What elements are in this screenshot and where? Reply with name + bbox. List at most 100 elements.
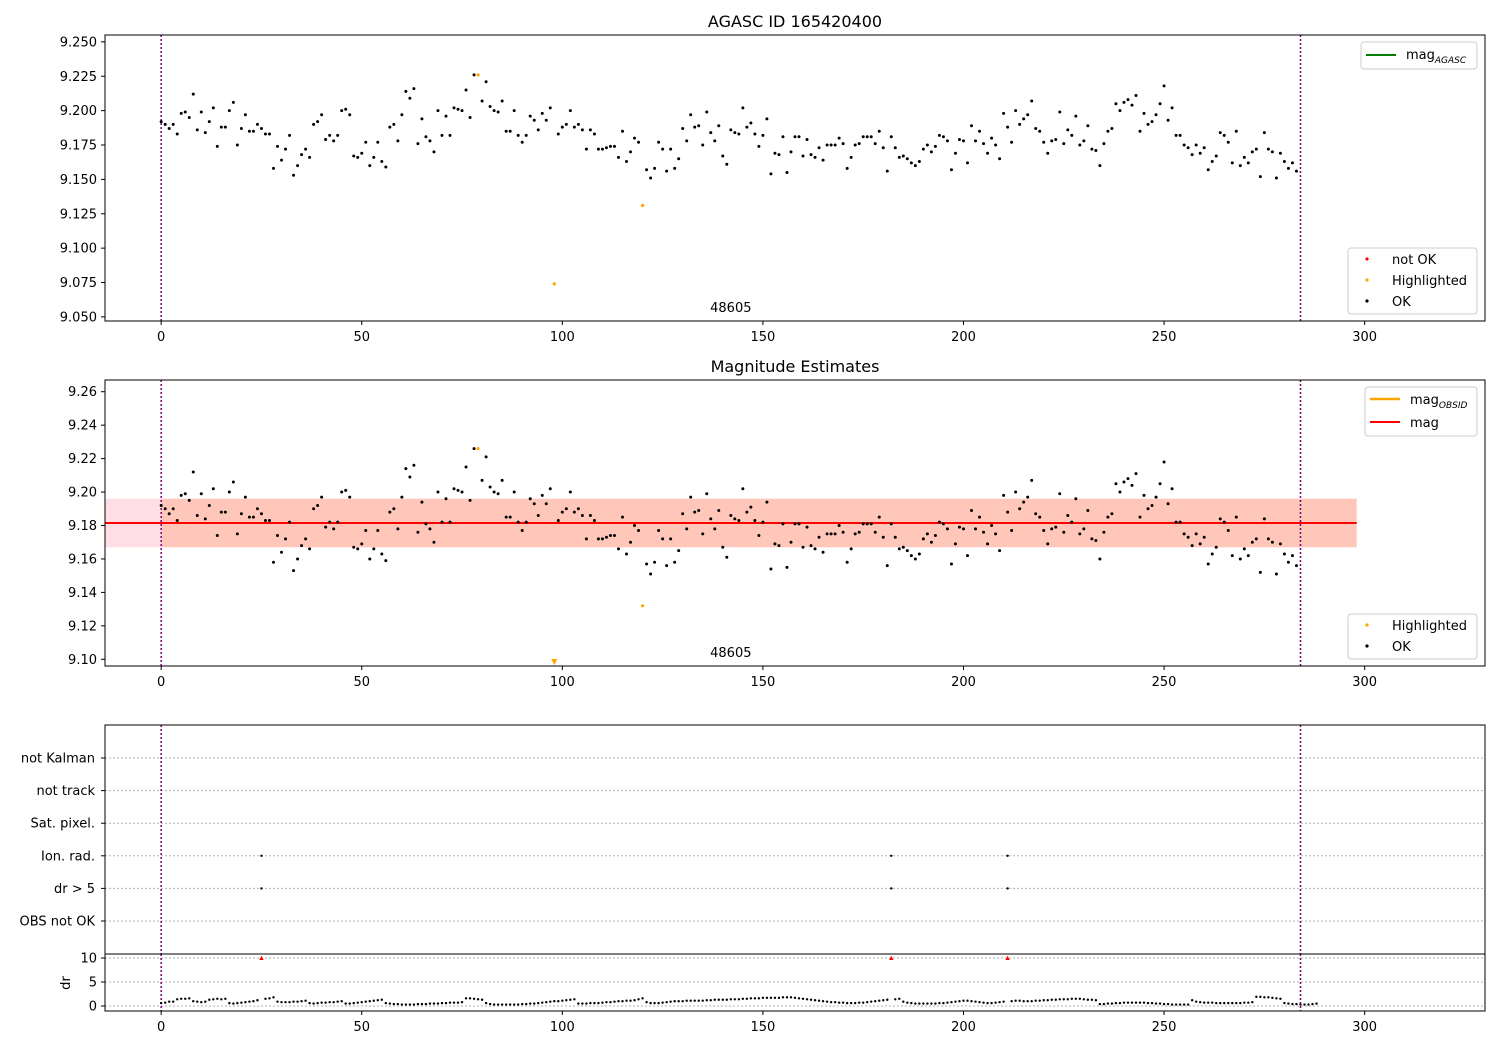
- ok-point: [215, 144, 219, 148]
- dr-point: [1239, 1001, 1242, 1005]
- ok-point: [633, 524, 637, 528]
- dr-point: [300, 1000, 303, 1003]
- ok-point: [1222, 520, 1226, 524]
- ok-point: [528, 114, 532, 118]
- dr-point: [1146, 1001, 1150, 1005]
- legend-not-ok-label: not OK: [1392, 253, 1437, 268]
- ok-point: [267, 518, 271, 522]
- ok-point: [1154, 495, 1158, 499]
- legend2-highlighted-marker: [1365, 623, 1369, 627]
- x-tick-label: 150: [750, 675, 775, 690]
- ok-point: [592, 132, 596, 136]
- dr-point: [288, 1000, 291, 1004]
- dr-point: [1182, 1003, 1186, 1006]
- dr-point: [533, 1002, 536, 1005]
- dr-point: [163, 1001, 167, 1004]
- ok-point: [1062, 530, 1066, 534]
- dr-point: [280, 1000, 283, 1004]
- y-tick-label: 9.175: [60, 139, 97, 154]
- ok-point: [564, 507, 568, 511]
- ok-point: [296, 164, 300, 168]
- dr-point: [866, 1000, 869, 1004]
- ok-point: [484, 455, 488, 459]
- ok-point: [825, 532, 829, 536]
- dr-point: [1231, 1001, 1234, 1005]
- dr-point: [1206, 1001, 1210, 1004]
- dr-point: [958, 1000, 961, 1003]
- ok-point: [1262, 517, 1266, 521]
- ok-point: [360, 542, 364, 546]
- ok-point: [1250, 540, 1254, 544]
- ok-point: [781, 522, 785, 526]
- y-tick-label: 9.200: [60, 104, 97, 119]
- ok-point: [328, 520, 332, 524]
- legend-not-ok-marker: [1365, 257, 1369, 261]
- dr-point: [1295, 1002, 1298, 1006]
- dr-point: [328, 1000, 331, 1004]
- ok-point: [384, 559, 388, 563]
- dr-point: [448, 1001, 452, 1004]
- ok-point: [1054, 525, 1058, 529]
- ok-point: [284, 147, 288, 151]
- ok-point: [1262, 131, 1266, 135]
- dr-point: [585, 1002, 588, 1005]
- dr-point: [500, 1003, 504, 1006]
- ok-point: [288, 133, 292, 137]
- dr-point: [749, 997, 753, 1000]
- ok-point: [604, 146, 608, 150]
- ok-point: [773, 542, 777, 546]
- legend-ok-label: OK: [1392, 295, 1411, 310]
- dr-point: [344, 1002, 347, 1005]
- highlighted-point: [476, 446, 480, 451]
- dr-point: [1307, 1003, 1310, 1006]
- ok-point: [729, 128, 733, 132]
- panel1-frame: [104, 34, 1486, 322]
- dr-point: [841, 1001, 845, 1004]
- dr-point: [1094, 999, 1098, 1002]
- ok-point: [1242, 155, 1246, 159]
- dr-point: [264, 997, 267, 1000]
- dr-point: [1058, 998, 1061, 1001]
- ok-point: [1182, 532, 1186, 536]
- dr-point: [440, 1001, 444, 1005]
- ok-point: [191, 92, 195, 96]
- dr-point: [757, 997, 761, 1000]
- ok-point: [512, 490, 516, 494]
- ok-point: [1058, 492, 1062, 496]
- ok-point: [881, 535, 885, 539]
- ok-point: [1090, 537, 1094, 541]
- ok-point: [380, 160, 384, 163]
- ok-point: [227, 109, 231, 113]
- x-tick-label: 50: [353, 675, 370, 690]
- ok-point: [540, 493, 544, 497]
- ok-point: [1038, 515, 1042, 519]
- ok-point: [396, 527, 400, 531]
- dr-point: [669, 1000, 672, 1003]
- panel-agasc-magnitude: AGASC ID 165420400 0 50 100 150 200 250 300 9.0…: [60, 12, 1486, 345]
- x-tick-label: 300: [1352, 1020, 1377, 1035]
- ok-point: [1118, 490, 1122, 494]
- ok-point: [1034, 127, 1038, 130]
- dr-point: [637, 998, 640, 1001]
- ok-point: [1158, 482, 1162, 486]
- ok-point: [1182, 143, 1186, 147]
- dr-point: [332, 1000, 335, 1004]
- dr-point: [685, 999, 688, 1002]
- dr-point: [1138, 1001, 1142, 1004]
- ok-point: [304, 147, 308, 151]
- ok-point: [998, 549, 1002, 553]
- dr-point: [1030, 1000, 1033, 1003]
- ok-point: [1210, 160, 1214, 163]
- dr-point: [902, 1000, 905, 1003]
- dr-flagged-marker: [259, 955, 264, 960]
- ok-point: [1062, 142, 1066, 146]
- ok-point: [677, 549, 681, 553]
- dr-point: [1287, 1002, 1290, 1005]
- dr-point: [436, 1002, 440, 1005]
- ok-point: [649, 176, 653, 180]
- x-tick-label: 300: [1352, 330, 1377, 345]
- ok-point: [621, 129, 624, 133]
- dr-point: [1227, 1001, 1230, 1005]
- dr-point: [272, 996, 275, 999]
- dr-point: [821, 1000, 825, 1003]
